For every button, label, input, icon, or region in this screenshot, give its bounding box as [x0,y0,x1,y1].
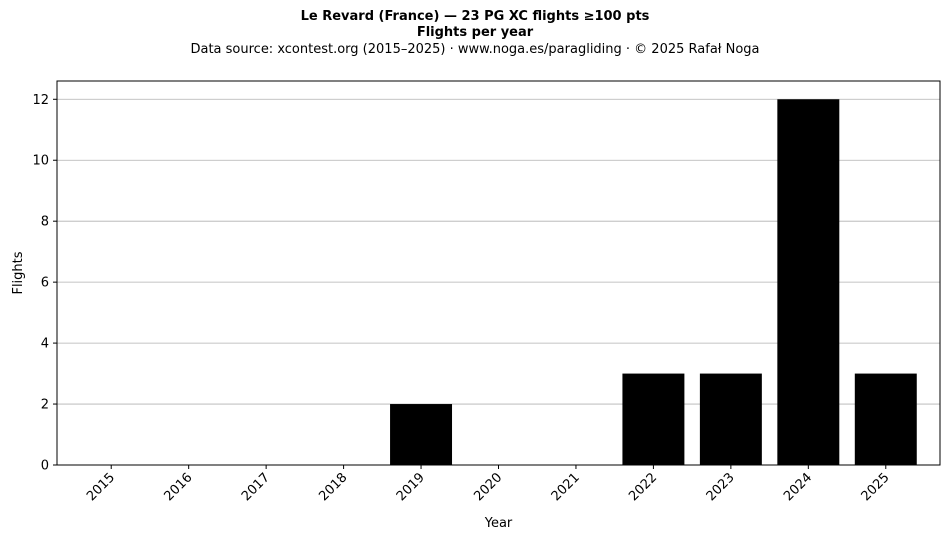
chart-subtitle: Flights per year [416,25,534,40]
x-tick-label: 2019 [394,470,428,504]
x-tick-label: 2015 [84,470,118,504]
x-tick-label: 2024 [781,470,815,504]
x-tick-label: 2022 [626,470,660,504]
y-axis-ticks: 0 2 4 6 8 10 12 [32,93,57,474]
x-tick-label: 2017 [239,470,273,504]
y-axis-label: Flights [11,251,26,294]
bar-2022 [622,373,685,465]
x-tick-label: 2023 [704,470,738,504]
bar-2023 [699,373,762,465]
y-tick-label: 4 [41,337,49,352]
x-tick-label: 2021 [549,470,583,504]
data-source-caption: Data source: xcontest.org (2015–2025) · … [190,42,760,57]
chart-title: Le Revard (France) — 23 PG XC flights ≥1… [300,9,650,24]
y-tick-label: 0 [41,459,49,474]
y-tick-label: 6 [41,276,49,291]
x-tick-label: 2020 [471,470,505,504]
y-tick-label: 10 [32,154,49,169]
bars [390,99,917,466]
bar-2025 [854,373,917,465]
y-tick-label: 2 [41,398,49,413]
bar-2019 [390,404,453,465]
chart-titles: Le Revard (France) — 23 PG XC flights ≥1… [0,9,950,59]
x-axis-label: Year [484,516,513,531]
x-axis-ticks: 2015 2016 2017 2018 2019 2020 2021 2022 2023 2024… [84,465,893,504]
x-tick-label: 2018 [316,470,350,504]
y-tick-label: 12 [32,93,49,108]
y-tick-label: 8 [41,215,49,230]
x-tick-label: 2016 [161,470,195,504]
bar-2024 [777,99,840,466]
x-tick-label: 2025 [859,470,893,504]
